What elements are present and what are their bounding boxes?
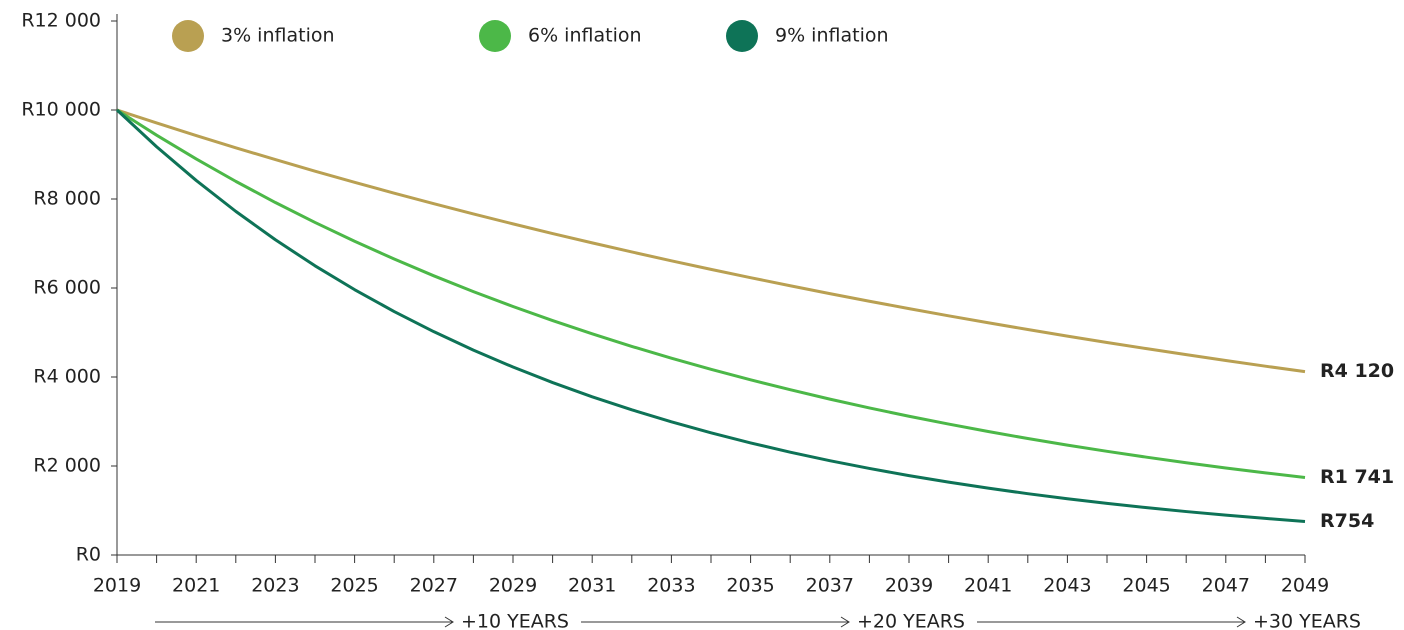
line	[115, 108, 1306, 523]
x-tick-label: 2021	[172, 575, 220, 597]
y-tick-label: R4 000	[33, 366, 101, 388]
arrow-head	[840, 616, 850, 628]
annotation: +20 YEARS	[857, 611, 965, 630]
data-label: R754	[1320, 510, 1374, 532]
x-tick-label: 2043	[1043, 575, 1091, 597]
arrow-head	[444, 616, 454, 628]
x-tick-label: 2025	[330, 575, 378, 597]
arrow-head	[1236, 616, 1246, 628]
legend-marker	[479, 20, 511, 52]
data-label: R4 120	[1320, 360, 1394, 382]
x-tick-label: 2033	[647, 575, 695, 597]
line	[116, 108, 1306, 374]
line	[116, 108, 1306, 480]
annotation: +10 YEARS	[461, 611, 569, 630]
legend-marker	[726, 20, 758, 52]
y-tick-label: R10 000	[21, 99, 101, 121]
y-tick-label: R12 000	[21, 10, 101, 32]
x-tick-label: 2029	[489, 575, 537, 597]
legend-label: 3% inflation	[221, 25, 335, 47]
y-tick-label: R2 000	[33, 455, 101, 477]
y-tick-label: R6 000	[33, 277, 101, 299]
x-tick-label: 2045	[1122, 575, 1170, 597]
x-tick-label: 2023	[251, 575, 299, 597]
x-tick-label: 2035	[726, 575, 774, 597]
annotation: +30 YEARS	[1253, 611, 1361, 630]
x-tick-label: 2049	[1281, 575, 1329, 597]
x-tick-label: 2047	[1202, 575, 1250, 597]
y-tick-label: R8 000	[33, 188, 101, 210]
x-tick-label: 2027	[410, 575, 458, 597]
x-tick-label: 2041	[964, 575, 1012, 597]
legend-marker	[172, 20, 204, 52]
legend-label: 9% inflation	[775, 25, 889, 47]
x-tick-label: 2037	[806, 575, 854, 597]
x-tick-label: 2019	[93, 575, 141, 597]
x-tick-label: 2031	[568, 575, 616, 597]
y-tick-label: R0	[76, 544, 101, 566]
data-label: R1 741	[1320, 466, 1394, 488]
x-tick-label: 2039	[885, 575, 933, 597]
legend-label: 6% inflation	[528, 25, 642, 47]
